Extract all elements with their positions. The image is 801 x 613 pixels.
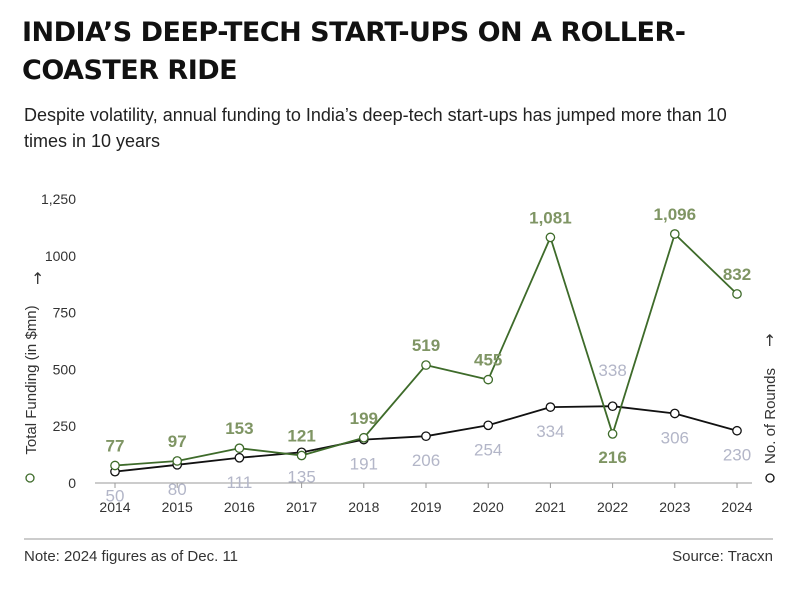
funding-point: [296, 450, 307, 461]
funding-point: [110, 460, 120, 471]
x-tick-label: 2014: [99, 499, 130, 515]
funding-data-label: 199: [350, 409, 378, 428]
rounds-data-label: 230: [723, 446, 751, 465]
rounds-point: [669, 408, 680, 419]
left-axis-legend-marker: [25, 473, 35, 483]
x-tick-label: 2024: [721, 499, 752, 515]
y-tick-label: 1000: [45, 248, 76, 264]
x-tick-label: 2021: [535, 499, 566, 515]
right-axis-legend-marker: [765, 473, 775, 483]
rounds-data-label: 50: [106, 487, 125, 506]
funding-data-label: 832: [723, 265, 751, 284]
funding-data-label: 1,081: [529, 208, 572, 227]
y-axis-ticks: 0 250 500 750 1000 1,250: [41, 191, 76, 491]
funding-data-label: 216: [598, 448, 626, 467]
rounds-data-label: 135: [287, 467, 315, 486]
chart-title: INDIA’S DEEP-TECH START-UPS ON A ROLLER-…: [22, 17, 686, 86]
left-axis-arrow: ↑: [31, 269, 44, 288]
rounds-point: [607, 401, 618, 412]
chart-source: Source: Tracxn: [672, 548, 773, 565]
x-axis-ticks: 2014 2015 2016 2017 2018 2019 2020 2021 2022 2023…: [99, 483, 753, 515]
funding-point: [607, 429, 618, 439]
funding-point: [545, 232, 556, 243]
rounds-point: [421, 431, 431, 442]
funding-data-label: 455: [474, 351, 502, 370]
x-tick-label: 2015: [162, 499, 193, 515]
x-tick-label: 2017: [286, 499, 317, 515]
y-tick-label: 500: [53, 361, 77, 377]
rounds-data-label: 111: [226, 473, 252, 492]
x-tick-label: 2022: [597, 499, 628, 515]
x-tick-label: 2023: [659, 499, 690, 515]
chart-subtitle: Despite volatility, annual funding to In…: [24, 105, 727, 151]
funding-point: [669, 229, 680, 239]
funding-data-label: 153: [225, 419, 253, 438]
rounds-data-label: 191: [350, 455, 378, 474]
left-axis-title: Total Funding (in $mn): [23, 305, 40, 454]
funding-data-label: 77: [106, 437, 125, 456]
y-tick-label: 250: [53, 418, 77, 434]
funding-point: [172, 456, 183, 466]
right-axis-title: No. of Rounds: [762, 368, 779, 464]
y-tick-label: 0: [68, 475, 76, 491]
funding-data-label: 519: [412, 336, 440, 355]
y-tick-label: 750: [53, 305, 77, 321]
funding-point: [421, 360, 431, 370]
funding-point: [358, 432, 369, 443]
funding-data-label: 97: [168, 432, 187, 451]
right-axis-label: No. of Rounds: [762, 368, 779, 464]
rounds-data-label: 254: [474, 440, 502, 459]
rounds-point: [234, 452, 245, 463]
x-tick-label: 2018: [348, 499, 379, 515]
funding-data-label: 1,096: [654, 205, 697, 224]
series-layer: 77 97 153 121 199 519 455 1,081 216 1,096 832 50 80 1…: [106, 205, 752, 506]
funding-data-label: 121: [287, 427, 315, 446]
x-tick-label: 2019: [410, 499, 441, 515]
rounds-data-label: 338: [598, 361, 626, 380]
rounds-point: [483, 420, 494, 431]
x-tick-label: 2020: [473, 499, 504, 515]
rounds-data-label: 80: [168, 480, 187, 499]
rounds-point: [732, 425, 742, 436]
funding-point: [234, 443, 245, 454]
rounds-data-label: 206: [412, 451, 440, 470]
chart-note: Note: 2024 figures as of Dec. 11: [24, 548, 239, 565]
right-axis-arrow: ↑: [763, 331, 776, 350]
rounds-point: [545, 402, 556, 412]
left-axis-label: Total Funding (in $mn): [23, 305, 40, 454]
y-tick-label: 1,250: [41, 191, 76, 207]
rounds-data-label: 334: [536, 422, 564, 441]
funding-point: [732, 289, 742, 299]
rounds-data-label: 306: [661, 428, 689, 447]
funding-point: [483, 374, 494, 385]
x-tick-label: 2016: [224, 499, 255, 515]
